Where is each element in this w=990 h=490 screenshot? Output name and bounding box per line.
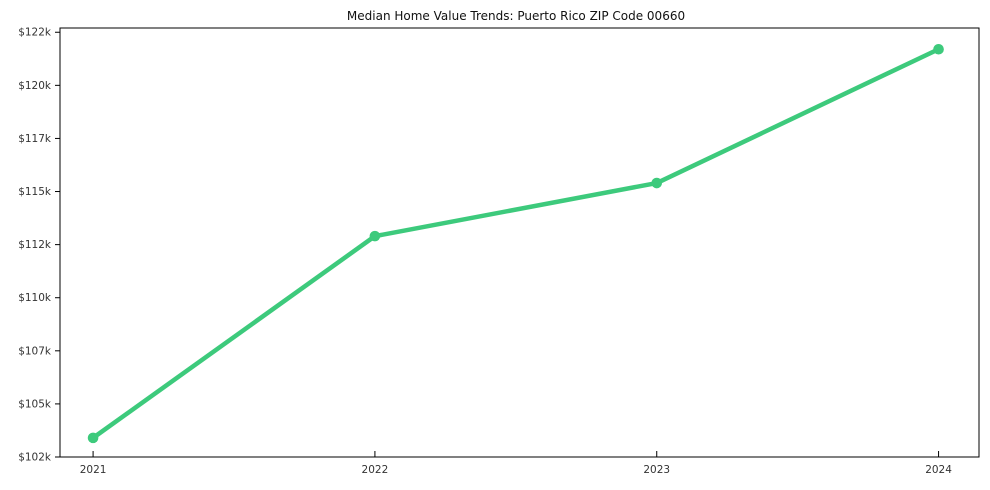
y-axis-tick-label: $117k: [18, 133, 52, 145]
x-axis-tick-label: 2022: [362, 464, 389, 476]
data-point-marker: [933, 43, 944, 55]
y-axis-tick-label: $122k: [18, 27, 52, 39]
y-axis-tick-label: $105k: [18, 398, 52, 410]
data-point-marker: [87, 432, 99, 444]
y-axis-tick-label: $112k: [18, 239, 52, 251]
chart-title: Median Home Value Trends: Puerto Rico ZI…: [347, 9, 685, 23]
y-axis-tick-label: $110k: [18, 292, 52, 304]
data-point-marker: [369, 230, 381, 242]
x-axis-tick-label: 2021: [80, 464, 107, 476]
plot-frame: [59, 27, 980, 458]
y-axis-tick-label: $115k: [18, 186, 52, 198]
x-axis-tick-label: 2023: [643, 464, 670, 476]
y-axis-tick-label: $107k: [18, 345, 52, 357]
data-point-marker: [651, 177, 663, 189]
trend-line: [90, 46, 941, 441]
y-axis-tick-label: $102k: [18, 452, 52, 464]
y-axis-tick-label: $120k: [18, 80, 52, 92]
axes: $102k $105k $107k $110k $112k $115k $117k $120k…: [18, 27, 980, 476]
x-axis-tick-label: 2024: [925, 464, 952, 476]
trend-line-series: [87, 43, 944, 444]
